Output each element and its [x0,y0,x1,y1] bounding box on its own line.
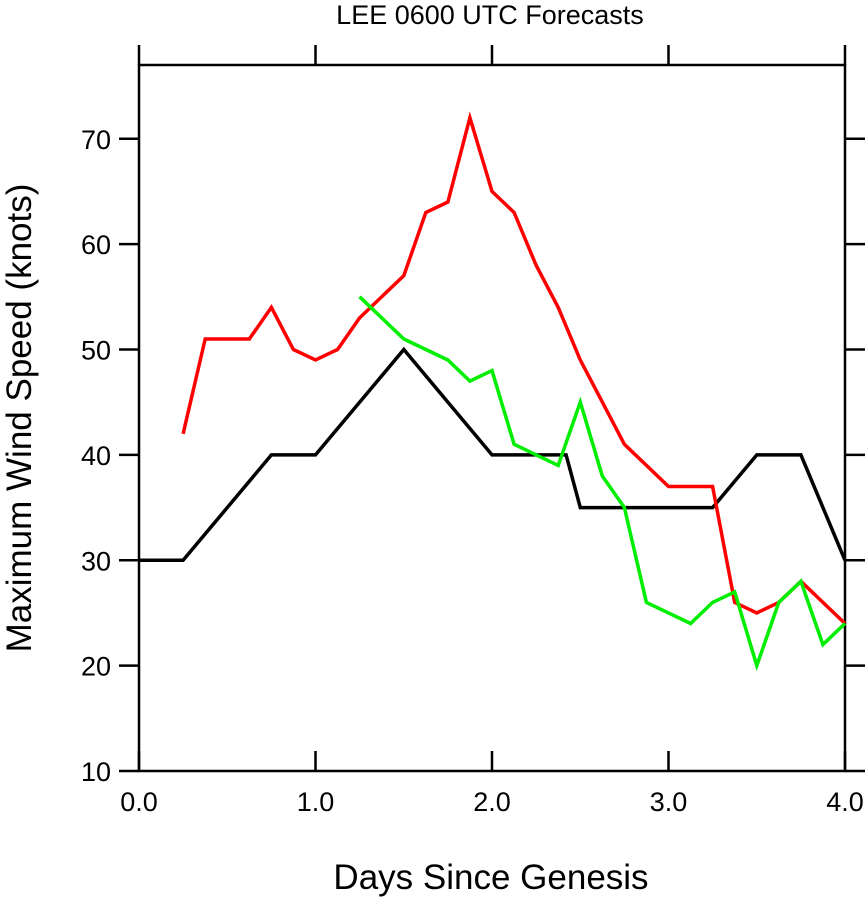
y-axis: 10 20 30 40 50 60 70 [81,125,865,787]
y-tick-label: 70 [81,125,111,155]
y-tick-label: 30 [81,546,111,576]
x-tick-label: 2.0 [473,787,511,817]
x-axis: 0.0 1.0 2.0 3.0 4.0 [120,45,864,817]
y-tick-label: 20 [81,652,111,682]
series-green-line [358,295,847,672]
y-axis-title: Maximum Wind Speed (knots) [0,184,39,653]
x-tick-label: 0.0 [120,787,158,817]
plot-border [137,63,847,773]
y-tick-label: 10 [81,757,111,787]
y-tick-label: 50 [81,336,111,366]
x-tick-label: 3.0 [650,787,688,817]
x-tick-label: 1.0 [297,787,335,817]
series-red-line [181,111,847,625]
y-tick-label: 40 [81,441,111,471]
x-tick-label: 4.0 [826,787,864,817]
plot-frame [137,63,847,773]
chart-title: LEE 0600 UTC Forecasts [336,0,644,30]
series-black-line [139,346,847,563]
y-tick-label: 60 [81,230,111,260]
x-axis-title: Days Since Genesis [333,858,648,897]
series-layer [139,111,847,672]
